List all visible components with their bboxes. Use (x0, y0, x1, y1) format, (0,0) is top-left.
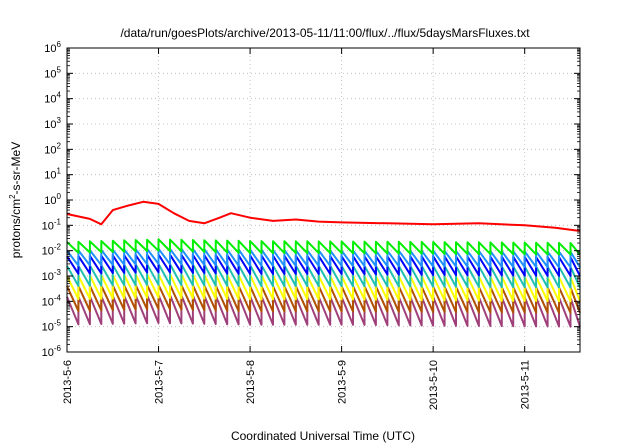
series-line-3 (66, 247, 581, 269)
y-tick-label: 102 (44, 141, 61, 156)
y-tick-exponent: 0 (57, 192, 62, 201)
y-tick-base: 10 (44, 170, 56, 182)
y-tick-exponent: 5 (57, 65, 62, 74)
y-tick-label: 103 (44, 116, 61, 131)
y-axis-label-sup: 2 (8, 194, 17, 199)
y-axis: 10-610-510-410-310-210-11001011021031041… (42, 40, 580, 359)
series-line-1 (66, 200, 581, 232)
y-tick-label: 105 (44, 65, 61, 80)
y-tick-label: 106 (44, 40, 61, 55)
y-tick-base: 10 (44, 144, 56, 156)
series-line-4 (66, 253, 581, 277)
y-tick-base: 10 (42, 322, 54, 334)
y-tick-label: 10-2 (42, 243, 62, 258)
y-tick-exponent: 2 (57, 141, 62, 150)
x-tick-label: 2013-5-11 (520, 360, 532, 409)
series-line-5 (66, 262, 581, 289)
y-tick-exponent: -3 (54, 268, 62, 277)
y-tick-exponent: -4 (54, 293, 62, 302)
y-tick-exponent: 1 (57, 167, 62, 176)
y-tick-label: 104 (44, 91, 61, 106)
y-tick-base: 10 (42, 220, 54, 232)
y-tick-base: 10 (42, 246, 54, 258)
y-tick-exponent: 3 (57, 116, 62, 125)
y-tick-exponent: -1 (54, 217, 62, 226)
y-tick-base: 10 (42, 347, 54, 359)
series-line-7 (66, 283, 581, 314)
y-tick-base: 10 (44, 68, 56, 80)
y-tick-label: 10-1 (42, 217, 62, 232)
y-tick-exponent: -6 (54, 344, 62, 353)
series-line-2 (66, 238, 581, 256)
series-line-6 (66, 273, 581, 303)
x-axis-label: Coordinated Universal Time (UTC) (231, 429, 415, 443)
y-tick-label: 10-4 (42, 293, 62, 308)
y-tick-base: 10 (44, 43, 56, 55)
x-axis: 2013-5-6 2013-5-7 2013-5-8 2013-5-9 2013-5-1… (62, 48, 532, 410)
y-tick-base: 10 (44, 94, 56, 106)
y-tick-exponent: -5 (54, 319, 62, 328)
x-tick-label: 2013-5-8 (245, 360, 257, 404)
y-tick-exponent: 6 (57, 40, 62, 49)
y-tick-base: 10 (44, 195, 56, 207)
y-tick-base: 10 (42, 271, 54, 283)
y-tick-base: 10 (44, 119, 56, 131)
x-tick-label: 2013-5-6 (62, 360, 74, 404)
y-tick-label: 101 (44, 167, 61, 182)
y-axis-label: protons/cm2-s-sr-MeV (8, 142, 23, 258)
x-tick-label: 2013-5-10 (428, 360, 440, 410)
y-tick-exponent: -2 (54, 243, 62, 252)
series-line-8 (66, 293, 581, 328)
x-tick-label: 2013-5-7 (154, 360, 166, 404)
y-tick-label: 10-3 (42, 268, 62, 283)
y-tick-base: 10 (42, 296, 54, 308)
series-group (66, 200, 581, 328)
y-tick-label: 100 (44, 192, 61, 207)
y-tick-exponent: 4 (57, 91, 62, 100)
y-axis-label-suffix: -s-sr-MeV (9, 142, 23, 195)
y-tick-label: 10-6 (42, 344, 62, 359)
y-tick-label: 10-5 (42, 319, 62, 334)
x-tick-label: 2013-5-9 (337, 360, 349, 404)
chart-title: /data/run/goesPlots/archive/2013-05-11/1… (120, 26, 530, 40)
y-axis-label-prefix: protons/cm (9, 199, 23, 258)
